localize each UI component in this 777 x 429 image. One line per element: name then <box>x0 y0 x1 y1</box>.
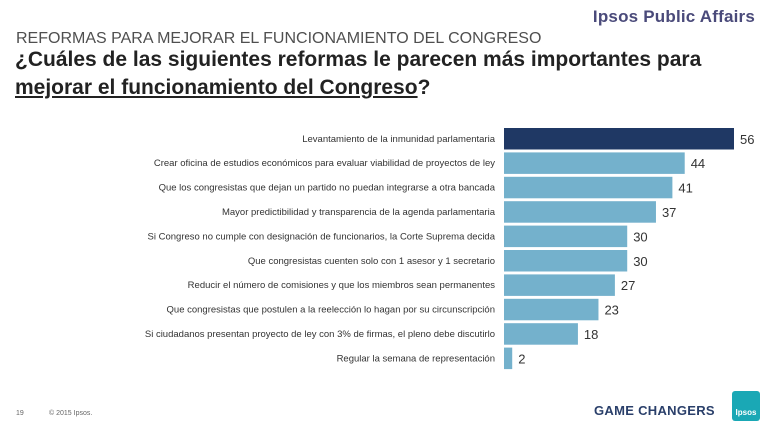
data-label: 27 <box>621 278 635 293</box>
data-label: 18 <box>584 327 598 342</box>
category-label: Si Congreso no cumple con designación de… <box>148 231 496 242</box>
data-label: 2 <box>518 351 525 366</box>
question-title: ¿Cuáles de las siguientes reformas le pa… <box>15 46 760 102</box>
category-label: Mayor predictibilidad y transparencia de… <box>222 207 496 218</box>
category-label: Que congresistas cuenten solo con 1 ases… <box>248 256 495 267</box>
bar <box>504 250 628 272</box>
question-text: ¿Cuáles de las siguientes reformas le pa… <box>15 48 702 71</box>
ipsos-logo: Ipsos <box>732 391 760 421</box>
page-number: 19 <box>16 410 24 417</box>
logo-text: Ipsos <box>735 408 757 417</box>
bar <box>504 298 599 321</box>
tagline: GAME CHANGERS <box>594 403 715 418</box>
category-label: Que congresistas que postulen a la reele… <box>167 305 495 316</box>
data-label: 44 <box>691 156 705 171</box>
bar <box>504 323 578 345</box>
data-label: 37 <box>662 205 676 220</box>
bar <box>504 201 656 223</box>
bar <box>504 128 734 150</box>
category-label: Si ciudadanos presentan proyecto de ley … <box>145 329 495 340</box>
bar <box>504 225 628 248</box>
data-label: 30 <box>633 229 647 244</box>
category-label: Reducir el número de comisiones y que lo… <box>188 280 496 291</box>
bar <box>504 274 615 296</box>
bar <box>504 176 673 199</box>
copyright: © 2015 Ipsos. <box>49 410 93 417</box>
question-mark: ? <box>417 76 431 99</box>
question-underlined-text: mejorar el funcionamiento del Congreso <box>15 76 418 99</box>
data-label: 30 <box>633 254 647 269</box>
section-title: REFORMAS PARA MEJORAR EL FUNCIONAMIENTO … <box>16 30 542 47</box>
category-label: Que los congresistas que dejan un partid… <box>159 183 496 194</box>
bar <box>504 152 685 174</box>
category-label: Crear oficina de estudios económicos par… <box>154 158 495 169</box>
brand-logo-text: Ipsos Public Affairs <box>592 7 755 26</box>
category-label: Levantamiento de la inmunidad parlamenta… <box>302 134 495 145</box>
data-label: 23 <box>604 303 618 318</box>
data-label: 41 <box>678 181 692 196</box>
bar <box>504 347 513 370</box>
data-label: 56 <box>740 132 754 147</box>
category-label: Regular la semana de representación <box>337 353 495 364</box>
